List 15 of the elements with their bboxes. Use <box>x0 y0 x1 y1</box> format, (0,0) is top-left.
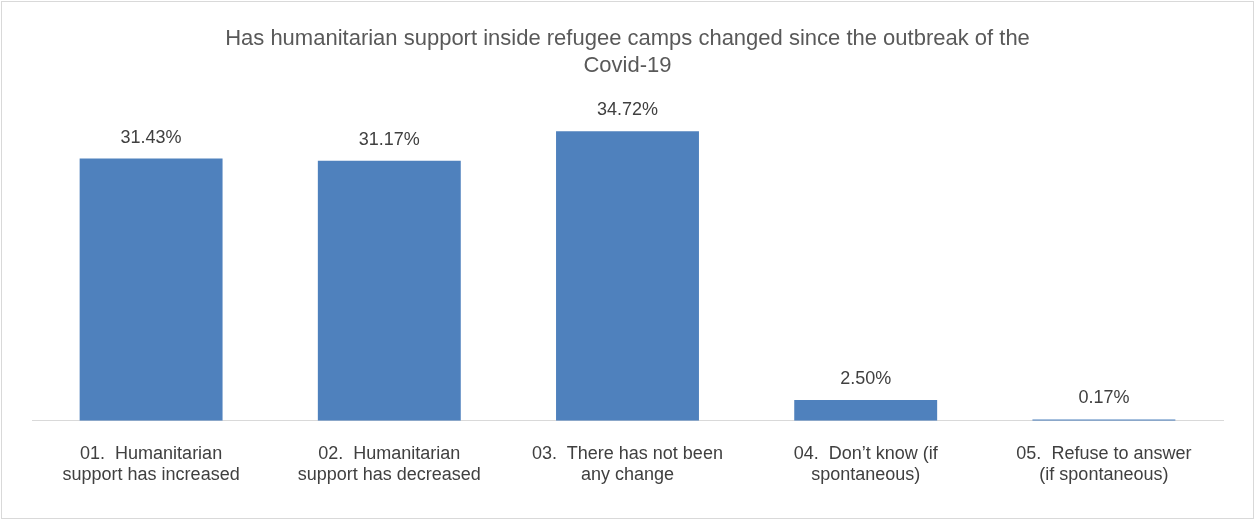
x-tick-label: 05. Refuse to answer (if spontaneous) <box>1016 442 1192 485</box>
bar <box>794 399 938 421</box>
chart-title: Has humanitarian support inside refugee camps changed since the outbreak of the Covid-19 <box>225 25 1030 77</box>
data-label: 31.43% <box>120 126 182 147</box>
x-tick-label: 03. There has not been any change <box>532 442 723 485</box>
bar <box>317 160 461 421</box>
data-label: 0.17% <box>1078 387 1130 408</box>
data-label: 2.50% <box>840 367 892 388</box>
x-tick-label: 04. Don’t know (if spontaneous) <box>793 442 939 485</box>
data-label: 31.17% <box>358 128 420 149</box>
bar <box>556 131 699 421</box>
x-tick-label: 02. Humanitarian support has decreased <box>297 442 481 485</box>
data-label: 34.72% <box>596 99 659 120</box>
bar <box>79 158 223 421</box>
x-tick-label: 01. Humanitarian support has increased <box>62 442 240 485</box>
